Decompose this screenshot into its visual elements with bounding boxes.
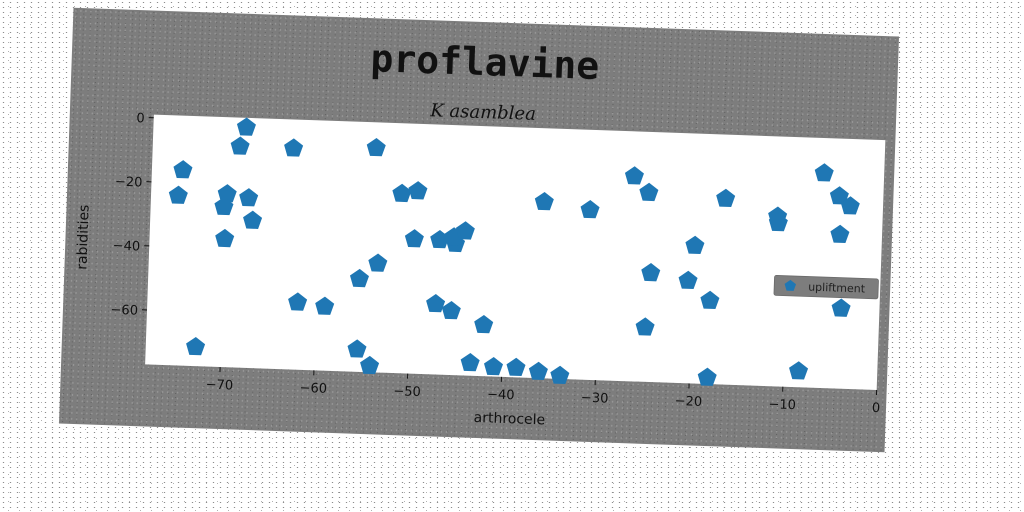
data-point — [829, 186, 849, 205]
x-tick-label: 0 — [872, 401, 881, 416]
data-point — [624, 166, 644, 185]
x-tick-label: −70 — [206, 378, 234, 394]
y-tick-label: −20 — [115, 175, 143, 191]
data-point — [580, 199, 600, 219]
data-point — [700, 290, 720, 310]
legend-box — [773, 275, 879, 300]
data-point — [426, 294, 446, 313]
data-point — [641, 263, 661, 282]
data-point — [768, 212, 788, 232]
scatter-plot: −70 −60 −50 −40 −30 −20 −10 0 0 −20 −40 −60 arthro… — [74, 111, 886, 428]
data-point — [430, 230, 450, 249]
data-point — [789, 361, 809, 380]
x-tick-label: −10 — [768, 397, 796, 413]
plot-area — [145, 114, 886, 390]
data-point — [534, 191, 554, 211]
data-point — [716, 188, 736, 207]
data-point — [635, 317, 655, 336]
data-point — [697, 367, 717, 386]
data-point — [840, 196, 860, 215]
y-axis-label: rabidities — [74, 204, 92, 270]
legend-label: upliftment — [808, 281, 866, 296]
data-point — [639, 182, 659, 202]
x-tick-label: −20 — [674, 394, 702, 410]
y-axis-ticks: 0 −20 −40 −60 — [110, 111, 154, 319]
data-point — [288, 292, 308, 311]
data-point — [366, 138, 386, 157]
data-point — [460, 352, 480, 372]
data-point — [214, 196, 234, 216]
data-point — [215, 228, 235, 248]
data-point — [284, 138, 304, 157]
data-point — [506, 357, 526, 377]
x-axis-label: arthrocele — [473, 410, 545, 428]
x-tick-label: −50 — [393, 384, 421, 400]
data-point — [173, 160, 193, 179]
x-tick-label: −30 — [581, 391, 609, 407]
x-axis-ticks: −70 −60 −50 −40 −30 −20 −10 0 — [206, 367, 881, 416]
data-point — [830, 224, 850, 244]
data-points — [168, 117, 860, 386]
data-point — [408, 181, 428, 200]
legend-marker-icon — [784, 279, 797, 291]
data-point — [243, 210, 263, 229]
data-point — [349, 268, 369, 288]
x-tick-label: −60 — [299, 381, 327, 397]
data-point — [315, 296, 335, 315]
legend: upliftment — [773, 275, 879, 300]
data-point — [814, 163, 834, 182]
data-point — [455, 221, 475, 240]
y-tick-label: 0 — [136, 111, 145, 126]
data-point — [484, 356, 504, 376]
y-tick-label: −60 — [110, 303, 138, 319]
data-point — [239, 188, 259, 207]
data-point — [186, 336, 206, 356]
data-point — [168, 185, 188, 204]
data-point — [230, 136, 250, 155]
data-point — [441, 300, 461, 320]
data-point — [404, 229, 424, 248]
data-point — [347, 339, 367, 358]
data-point — [831, 298, 851, 317]
y-tick-label: −40 — [113, 239, 141, 255]
data-point — [678, 270, 698, 290]
data-point — [685, 235, 705, 255]
data-point — [360, 355, 380, 375]
data-point — [474, 314, 494, 334]
x-tick-label: −40 — [487, 387, 515, 403]
figure-canvas: proflavine K asamblea −70 −60 −50 −40 −30 −20… — [58, 7, 900, 453]
data-point — [392, 183, 412, 203]
data-point — [236, 117, 256, 136]
data-point — [368, 253, 388, 272]
data-point — [550, 365, 570, 384]
data-point — [217, 184, 237, 203]
data-point — [528, 361, 548, 381]
